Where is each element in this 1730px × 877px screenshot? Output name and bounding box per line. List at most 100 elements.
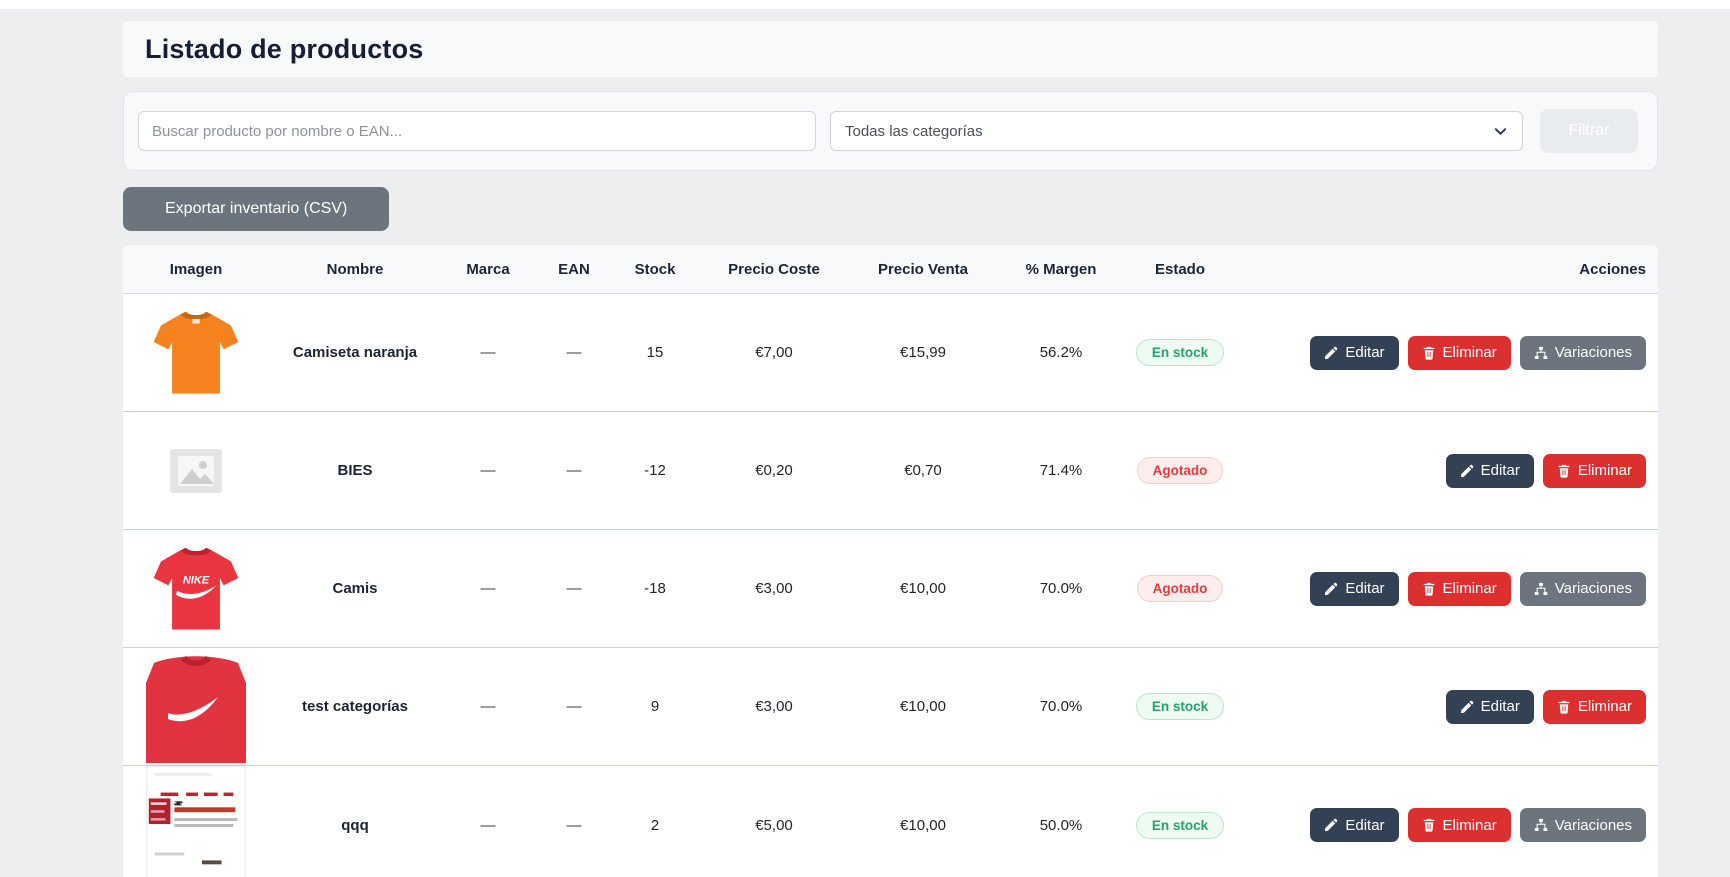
product-ean: — [566,816,582,834]
products-table: Imagen Nombre Marca EAN Stock Precio Coste Pre… [123,245,1658,877]
search-input[interactable] [138,111,816,151]
delete-button[interactable]: Eliminar [1542,689,1646,724]
product-margin: 70.0% [1039,580,1083,597]
actions-cell: Editar Eliminar Variaciones [1233,571,1658,606]
filter-bar: Todas las categorías Filtrar [123,91,1658,171]
variations-button[interactable]: Variaciones [1519,808,1646,842]
sitemap-icon [1534,582,1548,596]
product-brand: — [480,462,496,479]
product-cost-price: €3,00 [755,698,793,715]
delete-button[interactable]: Eliminar [1542,453,1646,488]
column-header-nombre: Nombre [326,260,384,278]
table-row: qqq — — 2 €5,00 €10,00 50.0% En stock Editar Elim… [123,765,1658,877]
product-sale-price: €10,00 [900,698,946,715]
table-row: test categorías — — 9 €3,00 €10,00 70.0% En sto… [123,648,1658,766]
status-badge: En stock [1135,339,1225,366]
column-header-imagen: Imagen [169,260,223,278]
chevron-down-icon [1494,127,1507,135]
column-header-precio-venta: Precio Venta [877,260,969,278]
action-label: Editar [1345,344,1385,361]
variations-button[interactable]: Variaciones [1519,335,1646,370]
sitemap-icon [1534,346,1548,360]
product-image-cell [123,765,269,877]
action-label: Eliminar [1577,698,1632,715]
top-strip [0,0,1730,9]
action-label: Eliminar [1442,816,1497,834]
table-body: Camiseta naranja — — 15 €7,00 €15,99 56.2% En s… [123,294,1658,877]
table-header-row: Imagen Nombre Marca EAN Stock Precio Coste Pre… [123,245,1658,294]
title-panel: Listado de productos [123,21,1658,77]
table-row: BIES — — -12 €0,20 €0,70 71.4% Agotado Editar Eli… [123,412,1658,530]
column-header-precio-coste: Precio Coste [728,260,820,278]
red-nike-tshirt: NIKE [150,540,242,638]
product-sale-price: €10,00 [900,580,946,597]
product-stock: -18 [644,580,666,597]
column-header--margen: % Margen [1025,260,1097,278]
action-label: Editar [1480,698,1520,715]
product-cost-price: €3,00 [755,580,793,597]
column-header-ean: EAN [558,260,590,278]
pencil-icon [1324,818,1338,832]
trash-icon [1557,464,1571,478]
edit-button[interactable]: Editar [1310,808,1399,842]
action-label: Variaciones [1554,344,1632,361]
product-status-cell: En stock [1127,811,1233,839]
product-image-cell [123,302,269,404]
orange-tshirt [150,302,242,404]
category-select-value: Todas las categorías [845,122,983,140]
trash-icon [1422,346,1436,360]
webpage-screenshot [146,765,246,877]
status-badge: Agotado [1136,457,1224,484]
product-sale-price: €15,99 [900,344,946,361]
product-ean: — [566,580,582,597]
product-image-cell [123,448,269,493]
action-label: Editar [1345,816,1385,834]
product-image-cell [123,650,269,763]
product-status-cell: En stock [1127,339,1233,366]
action-label: Editar [1480,462,1520,479]
delete-button[interactable]: Eliminar [1407,335,1511,370]
action-label: Variaciones [1554,816,1632,834]
column-header-acciones: Acciones [1579,260,1646,278]
edit-button[interactable]: Editar [1445,453,1534,488]
edit-button[interactable]: Editar [1310,571,1399,606]
action-label: Eliminar [1577,462,1632,479]
page-title: Listado de productos [145,33,424,64]
variations-button[interactable]: Variaciones [1519,571,1646,606]
actions-cell: Editar Eliminar [1233,453,1658,488]
actions-cell: Editar Eliminar [1233,689,1658,724]
table-row: Camiseta naranja — — 15 €7,00 €15,99 56.2% En s… [123,294,1658,412]
sitemap-icon [1534,818,1548,832]
placeholder-image [170,448,222,493]
product-brand: — [480,344,496,361]
export-csv-button[interactable]: Exportar inventario (CSV) [123,187,390,231]
red-swoosh-tshirt [146,650,246,763]
filter-button[interactable]: Filtrar [1540,109,1638,153]
actions-cell: Editar Eliminar Variaciones [1233,808,1658,842]
category-select[interactable]: Todas las categorías [830,111,1523,151]
product-status-cell: Agotado [1127,575,1233,602]
product-ean: — [566,462,582,479]
action-label: Eliminar [1442,580,1497,597]
product-ean: — [566,698,582,715]
product-margin: 71.4% [1039,462,1083,479]
product-image-cell: NIKE [123,540,269,638]
edit-button[interactable]: Editar [1445,689,1534,724]
product-sale-price: €10,00 [900,816,946,834]
product-name: Camis [332,580,378,597]
product-name: qqq [341,816,369,834]
product-status-cell: Agotado [1127,457,1233,484]
action-label: Editar [1345,580,1385,597]
column-header-stock: Stock [634,260,676,278]
pencil-icon [1324,346,1338,360]
action-label: Eliminar [1442,344,1497,361]
product-brand: — [480,816,496,834]
action-label: Variaciones [1554,580,1632,597]
edit-button[interactable]: Editar [1310,335,1399,370]
product-stock: 2 [650,816,660,834]
status-badge: Agotado [1136,575,1224,602]
delete-button[interactable]: Eliminar [1407,571,1511,606]
trash-icon [1557,700,1571,714]
product-brand: — [480,698,496,715]
delete-button[interactable]: Eliminar [1407,808,1511,842]
